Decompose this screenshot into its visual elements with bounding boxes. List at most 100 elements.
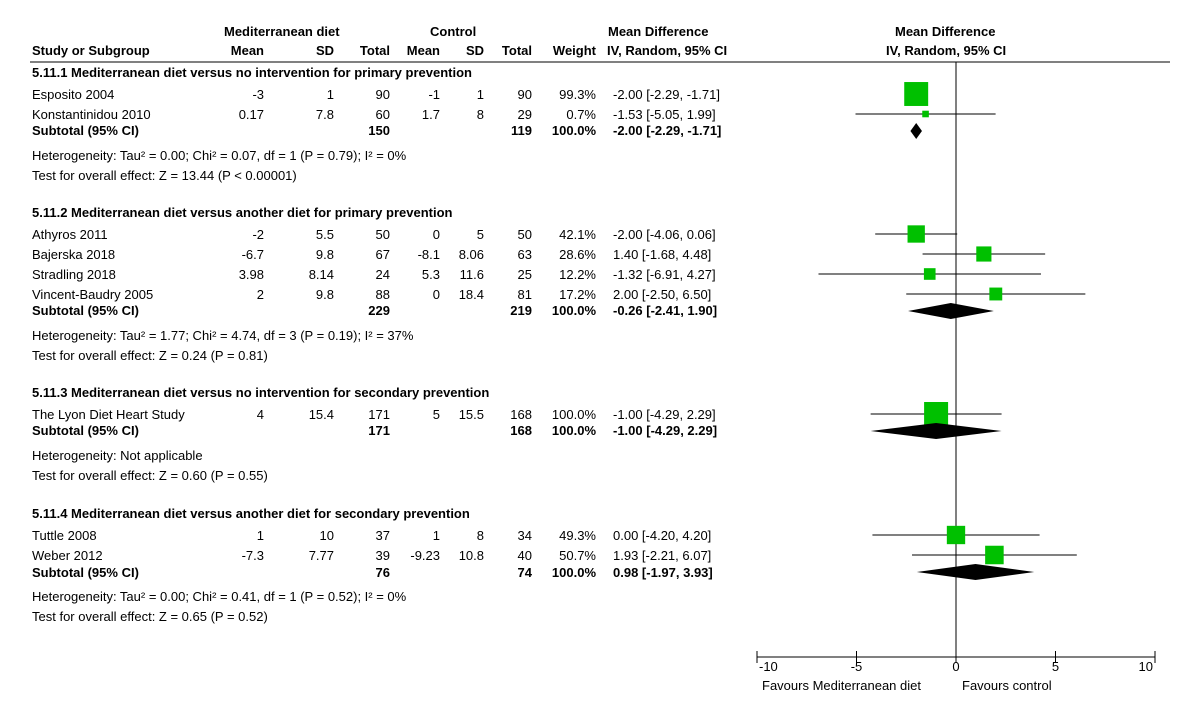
total2-cell: 74 [517,565,532,580]
study-name: Bajerska 2018 [32,247,116,262]
weight-cell: 17.2% [559,287,596,302]
total1-cell: 171 [368,407,390,422]
mean2-cell: 0 [432,227,440,242]
sd2-cell: 11.6 [459,267,484,282]
md-header: Mean Difference [608,24,709,39]
weight-cell: 100.0% [551,123,596,138]
study-name: Tuttle 2008 [32,528,97,543]
mean1-cell: 2 [256,287,264,302]
plot-method: IV, Random, 95% CI [886,43,1007,58]
favours-right-label: Favours control [962,678,1052,693]
col-sd2: SD [465,43,484,58]
total1-cell: 150 [368,123,390,138]
study-name: The Lyon Diet Heart Study [32,407,185,422]
plot-marks [818,62,1086,657]
study-marker [976,246,992,262]
ci-cell: -2.00 [-2.29, -1.71] [613,87,720,102]
sd1-cell: 8.14 [308,267,334,282]
sd2-cell: 1 [476,87,484,102]
tick-label: -10 [759,659,778,674]
heterogeneity-text: Heterogeneity: Tau² = 1.77; Chi² = 4.74,… [32,328,414,343]
subgroup-title: 5.11.3 Mediterranean diet versus no inte… [32,385,490,400]
study-name: Vincent-Baudry 2005 [32,287,154,302]
total1-cell: 229 [368,303,390,318]
weight-cell: 99.3% [559,87,596,102]
sd2-cell: 8 [476,107,484,122]
total2-cell: 90 [517,87,532,102]
overall-effect-text: Test for overall effect: Z = 0.65 (P = 0… [32,609,268,624]
heterogeneity-text: Heterogeneity: Tau² = 0.00; Chi² = 0.07,… [32,148,407,163]
weight-cell: 12.2% [559,267,596,282]
mean2-cell: -1 [428,87,440,102]
total2-cell: 63 [517,247,532,262]
mean1-cell: 0.17 [238,107,264,122]
sd1-cell: 15.4 [308,407,334,422]
plot-header: Mean Difference [895,24,996,39]
sd2-cell: 10.8 [458,548,484,563]
total1-cell: 24 [375,267,390,282]
subtotal-label: Subtotal (95% CI) [32,565,139,580]
ci-cell: -0.26 [-2.41, 1.90] [613,303,718,318]
sd1-cell: 7.8 [315,107,334,122]
tick-label: 10 [1139,659,1153,674]
total2-cell: 50 [517,227,532,242]
weight-cell: 28.6% [559,247,596,262]
overall-effect-text: Test for overall effect: Z = 0.60 (P = 0… [32,468,268,483]
group1-header: Mediterranean diet [224,24,340,39]
sd1-cell: 7.77 [308,548,334,563]
study-name: Stradling 2018 [32,267,116,282]
weight-cell: 42.1% [559,227,596,242]
weight-cell: 100.0% [551,423,596,438]
total2-cell: 29 [517,107,532,122]
total1-cell: 37 [375,528,390,543]
subtotal-diamond [910,123,922,139]
sd1-cell: 9.8 [315,247,334,262]
study-marker [923,268,936,280]
mean2-cell: 1 [432,528,440,543]
total1-cell: 60 [375,107,390,122]
mean1-cell: 3.98 [238,267,264,282]
total1-cell: 171 [368,423,390,438]
tick-label: -5 [851,659,863,674]
ci-cell: 2.00 [-2.50, 6.50] [613,287,712,302]
total2-cell: 34 [517,528,532,543]
x-axis: -10 -5 0 5 10 [756,651,1156,674]
overall-effect-text: Test for overall effect: Z = 0.24 (P = 0… [32,348,268,363]
col-weight: Weight [552,43,596,58]
ci-cell: -1.00 [-4.29, 2.29] [613,407,716,422]
col-sd1: SD [315,43,334,58]
total2-cell: 81 [517,287,532,302]
subtotal-diamond [870,423,1002,439]
mean1-cell: 4 [256,407,264,422]
study-name: Esposito 2004 [32,87,115,102]
weight-cell: 100.0% [551,407,596,422]
total2-cell: 25 [517,267,532,282]
sd2-cell: 8.06 [458,247,484,262]
total2-cell: 119 [511,123,532,138]
total1-cell: 39 [375,548,390,563]
col-ci-method: IV, Random, 95% CI [607,43,728,58]
ci-cell: 0.00 [-4.20, 4.20] [613,528,712,543]
group2-header: Control [430,24,477,39]
mean1-cell: -7.3 [241,548,264,563]
subgroup-title: 5.11.1 Mediterranean diet versus no inte… [32,65,472,80]
ci-cell: -2.00 [-2.29, -1.71] [613,123,722,138]
total1-cell: 90 [375,87,390,102]
sd2-cell: 18.4 [458,287,484,302]
ci-cell: -2.00 [-4.06, 0.06] [613,227,716,242]
weight-cell: 100.0% [551,565,596,580]
total1-cell: 50 [375,227,390,242]
col-study: Study or Subgroup [32,43,150,58]
study-marker [924,402,949,426]
total1-cell: 67 [375,247,390,262]
heterogeneity-text: Heterogeneity: Not applicable [32,448,203,463]
study-marker [985,545,1004,565]
sd2-cell: 5 [476,227,484,242]
sd1-cell: 5.5 [315,227,334,242]
subtotal-label: Subtotal (95% CI) [32,123,139,138]
mean2-cell: 1.7 [421,107,440,122]
tick-label: 0 [952,659,959,674]
sd2-cell: 8 [476,528,484,543]
sd1-cell: 10 [319,528,334,543]
